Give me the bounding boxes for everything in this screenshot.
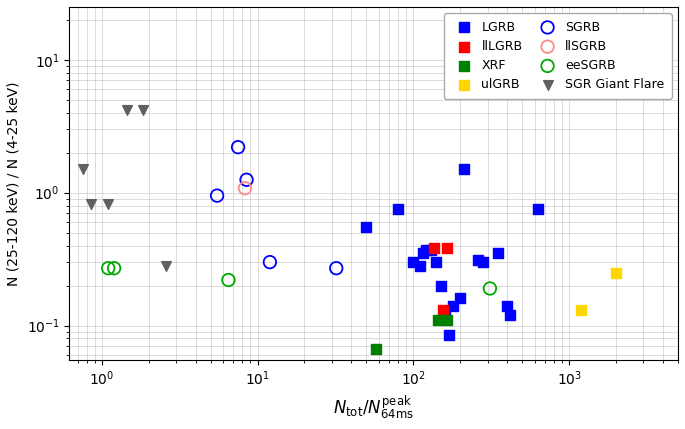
LGRB bbox=[440, 311, 451, 318]
SGRB bbox=[241, 176, 252, 183]
ulGRB bbox=[610, 269, 621, 276]
LGRB bbox=[532, 206, 543, 213]
LGRB bbox=[408, 259, 419, 266]
SGR Giant Flare bbox=[85, 201, 96, 208]
LGRB bbox=[473, 257, 484, 264]
SGR Giant Flare bbox=[161, 263, 172, 269]
eeSGRB bbox=[484, 285, 495, 292]
LGRB bbox=[505, 311, 516, 318]
SGRB bbox=[331, 265, 342, 272]
llLGRB bbox=[438, 307, 449, 314]
XRF bbox=[442, 317, 453, 323]
LGRB bbox=[361, 224, 372, 230]
SGR Giant Flare bbox=[77, 166, 88, 173]
eeSGRB bbox=[109, 265, 120, 272]
LGRB bbox=[425, 247, 436, 254]
LGRB bbox=[477, 259, 488, 266]
SGRB bbox=[264, 259, 275, 266]
LGRB bbox=[435, 282, 446, 289]
LGRB bbox=[414, 263, 425, 269]
SGRB bbox=[212, 192, 223, 199]
LGRB bbox=[444, 332, 455, 338]
X-axis label: $N_{\mathrm{tot}}/N_{\mathrm{64ms}}^{\mathrm{peak}}$: $N_{\mathrm{tot}}/N_{\mathrm{64ms}}^{\ma… bbox=[334, 394, 414, 422]
SGR Giant Flare bbox=[121, 106, 132, 113]
XRF bbox=[371, 345, 382, 352]
LGRB bbox=[458, 166, 469, 173]
SGR Giant Flare bbox=[138, 106, 149, 113]
LGRB bbox=[420, 247, 431, 254]
llSGRB bbox=[240, 185, 251, 192]
ulGRB bbox=[576, 307, 587, 314]
XRF bbox=[433, 317, 444, 323]
LGRB bbox=[417, 250, 428, 257]
LGRB bbox=[447, 302, 458, 309]
llLGRB bbox=[442, 245, 453, 252]
LGRB bbox=[455, 295, 466, 302]
LGRB bbox=[501, 302, 512, 309]
llLGRB bbox=[428, 245, 439, 252]
Legend: LGRB, llLGRB, XRF, ulGRB, SGRB, llSGRB, eeSGRB, SGR Giant Flare: LGRB, llLGRB, XRF, ulGRB, SGRB, llSGRB, … bbox=[444, 13, 672, 99]
LGRB bbox=[393, 206, 403, 213]
SGRB bbox=[233, 144, 244, 151]
LGRB bbox=[493, 250, 503, 257]
SGR Giant Flare bbox=[103, 201, 114, 208]
LGRB bbox=[431, 259, 442, 266]
eeSGRB bbox=[223, 277, 234, 284]
eeSGRB bbox=[103, 265, 114, 272]
Y-axis label: N (25-120 keV) / N (4-25 keV): N (25-120 keV) / N (4-25 keV) bbox=[7, 81, 21, 286]
